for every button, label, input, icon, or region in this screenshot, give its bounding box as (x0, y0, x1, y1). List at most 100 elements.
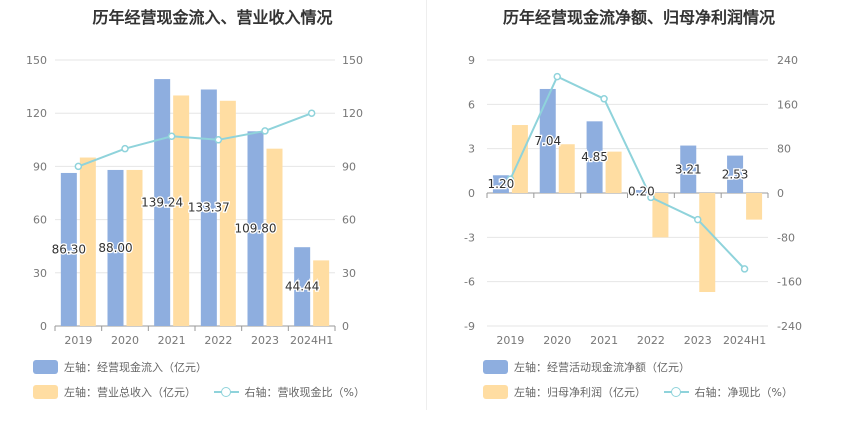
y-left-tick-label: 60 (33, 214, 47, 227)
x-tick-label: 2023 (251, 334, 279, 347)
ratio-point (121, 144, 129, 153)
ratio-point (740, 265, 749, 273)
bar-primary (200, 89, 217, 326)
legend-item-cash-inflow[interactable]: 左轴：经营现金流入（亿元） (33, 359, 207, 375)
bar-primary (586, 121, 603, 193)
data-label: 109.80 (235, 222, 277, 236)
bar-secondary (126, 169, 143, 326)
y-right-tick-label: 60 (342, 214, 356, 227)
ratio-point (506, 175, 515, 183)
data-label: 86.30 (52, 242, 86, 256)
legend-label: 左轴：经营活动现金流净额（亿元） (514, 361, 690, 374)
legend-item-net-cash[interactable]: 左轴：经营活动现金流净额（亿元） (483, 359, 690, 375)
y-right-tick-label: 240 (777, 54, 798, 67)
chart-panel-net-cash: 历年经营现金流净额、归母净利润情况 -9 -6 -3 0 3 6 9 -240 -160 -80 0… (428, 0, 850, 437)
bar-primary (633, 190, 650, 193)
ratio-point (600, 95, 608, 103)
ratio-point (167, 132, 176, 141)
legend-swatch-bar-blue (33, 360, 58, 374)
bar-primary (727, 155, 744, 193)
x-tick-label: 2019 (64, 334, 92, 347)
y-left-tick-label: 3 (468, 143, 475, 156)
data-label: 3.21 (675, 162, 702, 176)
y-left-tick-label: -6 (464, 276, 475, 289)
y-left-tick-label: 9 (468, 54, 475, 67)
bar-primary (539, 88, 556, 193)
data-label: 4.85 (581, 150, 608, 164)
x-tick-label: 2022 (637, 334, 665, 347)
bar-primary (107, 169, 124, 326)
chart-panel-cash-inflow: 历年经营现金流入、营业收入情况 0 30 60 90 120 150 0 30 60 90 120 1… (26, 8, 379, 402)
chart-title: 历年经营现金流入、营业收入情况 (92, 8, 333, 27)
legend-row-2: 左轴：营业总收入（亿元） 右轴：营收现金比（%） (33, 384, 379, 402)
bar-secondary (605, 151, 622, 193)
bar-primary (60, 172, 77, 326)
y-right-tick-label: 0 (342, 320, 349, 333)
legend-item-cash-ratio[interactable]: 右轴：营收现金比（%） (213, 384, 365, 400)
x-tick-label: 2020 (111, 334, 139, 347)
bar-primary (294, 247, 311, 326)
bar-secondary (558, 144, 575, 193)
ratio-point (694, 215, 702, 224)
bar-secondary (79, 157, 96, 326)
legend-item-net-profit[interactable]: 左轴：归母净利润（亿元） (483, 384, 646, 400)
legend-swatch-line (663, 385, 689, 399)
x-tick-label: 2022 (204, 334, 232, 347)
y-right-tick-label: 30 (342, 267, 356, 280)
data-label: 1.20 (488, 177, 515, 191)
bar-secondary (313, 260, 330, 326)
x-tick-label: 2023 (684, 334, 712, 347)
y-right-tick-label: -80 (777, 231, 795, 244)
data-label: 133.37 (188, 201, 230, 215)
y-right-tick-label: 150 (342, 54, 363, 67)
legend-swatch-bar-yellow (483, 385, 508, 399)
bar-secondary (746, 193, 763, 220)
legend-row-1: 左轴：经营活动现金流净额（亿元） (483, 359, 704, 377)
y-left-tick-label: -3 (464, 231, 475, 244)
bar-secondary (219, 100, 236, 326)
legend-label: 右轴：营收现金比（%） (244, 386, 365, 399)
ratio-point (647, 193, 655, 202)
y-left-tick-label: 0 (468, 187, 475, 200)
y-right-tick-label: 160 (777, 98, 798, 111)
bar-primary (492, 175, 509, 193)
ratio-line (77, 112, 313, 168)
y-right-tick-label: -240 (777, 320, 802, 333)
data-label: 2.53 (722, 167, 749, 181)
y-left-tick-label: 30 (33, 267, 47, 280)
y-right-tick-label: 120 (342, 107, 363, 120)
ratio-point (74, 162, 83, 171)
chart-cash-inflow: 0 30 60 90 120 150 0 30 60 90 120 150 2019 2020 2021 20… (26, 54, 363, 347)
bar-secondary (699, 193, 716, 293)
bar-secondary (266, 148, 283, 326)
data-label: 88.00 (98, 241, 132, 255)
y-left-tick-label: 0 (40, 320, 47, 333)
legend-item-net-cash-ratio[interactable]: 右轴：净现比（%） (663, 384, 793, 400)
data-label: 44.44 (285, 280, 319, 294)
legend-swatch-bar-yellow (33, 385, 58, 399)
legend-item-revenue[interactable]: 左轴：营业总收入（亿元） (33, 384, 196, 400)
y-left-tick-label: 120 (26, 107, 47, 120)
legend-swatch-bar-blue (483, 360, 508, 374)
legend-label: 左轴：经营现金流入（亿元） (64, 361, 207, 374)
legend-row-2: 左轴：归母净利润（亿元） 右轴：净现比（%） (483, 384, 807, 402)
legend-label: 右轴：净现比（%） (694, 386, 793, 399)
x-tick-label: 2020 (543, 334, 571, 347)
chart-title: 历年经营现金流净额、归母净利润情况 (502, 8, 775, 27)
legend-swatch-line (213, 385, 239, 399)
ratio-point (261, 127, 269, 135)
data-label: 7.04 (534, 134, 561, 148)
x-tick-label: 2024H1 (723, 334, 766, 347)
ratio-point (214, 136, 223, 144)
data-label: 0.20 (628, 185, 655, 199)
panel-divider (426, 0, 427, 410)
y-left-tick-label: 150 (26, 54, 47, 67)
y-right-tick-label: 0 (777, 187, 784, 200)
bar-primary (680, 145, 697, 193)
y-right-tick-label: -160 (777, 276, 802, 289)
x-tick-label: 2024H1 (290, 334, 333, 347)
ratio-point (553, 72, 561, 81)
x-tick-label: 2021 (590, 334, 618, 347)
x-tick-label: 2021 (158, 334, 186, 347)
y-left-tick-label: 90 (33, 160, 47, 173)
